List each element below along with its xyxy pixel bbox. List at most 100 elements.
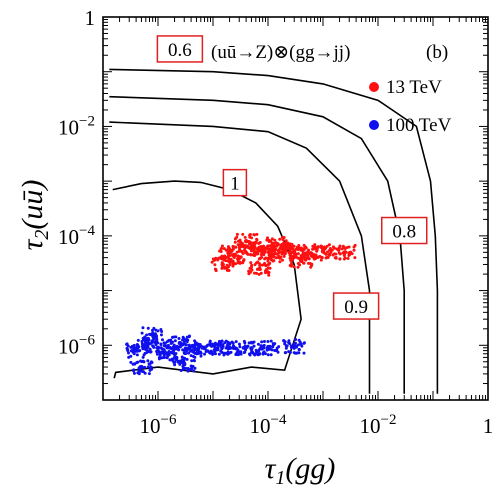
data-point-fill (233, 240, 237, 244)
data-point-fill (347, 253, 351, 257)
data-point-fill (236, 254, 240, 258)
data-point-fill (324, 252, 328, 256)
data-point-fill (170, 340, 174, 344)
data-point-fill (284, 248, 288, 252)
data-point-fill (174, 352, 178, 356)
data-point-fill (237, 342, 241, 346)
data-point-fill (208, 341, 212, 345)
data-point-fill (296, 343, 300, 347)
x-tick-label: 1 (483, 414, 494, 438)
data-point-fill (293, 345, 297, 349)
data-point-13tev (243, 238, 249, 244)
data-point-fill (189, 348, 193, 352)
data-point-fill (228, 254, 232, 258)
data-point-fill (185, 357, 189, 361)
y-tick-label: 1 (85, 6, 96, 30)
data-point-fill (284, 346, 288, 350)
data-point-fill (146, 343, 150, 347)
data-point-fill (220, 344, 224, 348)
contour-label-box (332, 292, 380, 320)
data-point-fill (263, 271, 267, 275)
x-axis-label: τ1(gg) (265, 452, 336, 487)
data-point-fill (265, 247, 269, 251)
data-point-fill (219, 349, 223, 353)
data-point-fill (247, 272, 251, 276)
data-point-fill (241, 244, 245, 248)
data-point-fill (295, 245, 299, 249)
data-point-fill (250, 268, 254, 272)
data-point-fill (164, 351, 168, 355)
data-point-fill (136, 349, 140, 353)
data-point-fill (311, 244, 315, 248)
contour-label: 1 (230, 174, 240, 195)
data-point-fill (249, 245, 253, 249)
data-point-fill (195, 349, 199, 353)
data-point-fill (335, 247, 339, 251)
data-point-fill (185, 349, 189, 353)
data-point-fill (183, 346, 187, 350)
data-point-fill (227, 351, 231, 355)
data-point-fill (234, 352, 238, 356)
data-point-fill (218, 249, 222, 253)
data-point-fill (136, 338, 140, 342)
data-point-fill (146, 359, 150, 363)
data-point-fill (315, 249, 319, 253)
data-point-fill (181, 367, 185, 371)
data-point-fill (248, 232, 252, 236)
data-point-fill (165, 346, 169, 350)
data-point-fill (320, 246, 324, 250)
data-point-fill (296, 351, 300, 355)
data-point-fill (210, 260, 214, 264)
data-point-fill (180, 358, 184, 362)
data-point-fill (235, 250, 239, 254)
data-point-fill (253, 253, 257, 257)
data-point-fill (308, 252, 312, 256)
x-tick-label: 10−2 (360, 412, 397, 438)
data-point-fill (142, 343, 146, 347)
data-point-fill (199, 344, 203, 348)
data-point-fill (160, 338, 164, 342)
data-point-fill (272, 248, 276, 252)
data-point-fill (149, 350, 153, 354)
data-point-fill (228, 342, 232, 346)
data-point-fill (132, 368, 136, 372)
data-point-fill (296, 252, 300, 256)
data-point-fill (245, 252, 249, 256)
data-point-fill (241, 252, 245, 256)
data-point-fill (342, 253, 346, 257)
data-point-fill (238, 345, 242, 349)
data-point-fill (327, 243, 331, 247)
data-point-fill (266, 340, 270, 344)
data-point-fill (272, 252, 276, 256)
data-point-fill (324, 246, 328, 250)
contours-layer (109, 68, 439, 394)
data-point-fill (294, 247, 298, 251)
data-point-fill (129, 349, 133, 353)
data-point-fill (238, 261, 242, 265)
data-point-fill (245, 244, 249, 248)
data-point-fill (193, 351, 197, 355)
data-point-fill (231, 264, 235, 268)
process-title: (uū→Z)⊗(gg→jj) (211, 42, 350, 63)
data-point-fill (213, 351, 217, 355)
data-point-fill (245, 346, 249, 350)
data-point-fill (290, 242, 294, 246)
data-point-fill (297, 257, 301, 261)
data-point-fill (257, 272, 261, 276)
data-point-fill (277, 248, 281, 252)
data-point-fill (235, 347, 239, 351)
data-point-fill (185, 340, 189, 344)
data-point-fill (302, 261, 306, 265)
contour-label: 0.6 (168, 40, 192, 61)
data-point-fill (213, 346, 217, 350)
data-point-fill (346, 256, 350, 260)
data-point-fill (162, 348, 166, 352)
data-point-fill (181, 364, 185, 368)
data-point-fill (141, 347, 145, 351)
data-point-fill (348, 250, 352, 254)
data-point-fill (278, 260, 282, 264)
data-point-fill (157, 357, 161, 361)
data-point-fill (190, 359, 194, 363)
data-point-fill (327, 253, 331, 257)
data-point-fill (333, 252, 337, 256)
